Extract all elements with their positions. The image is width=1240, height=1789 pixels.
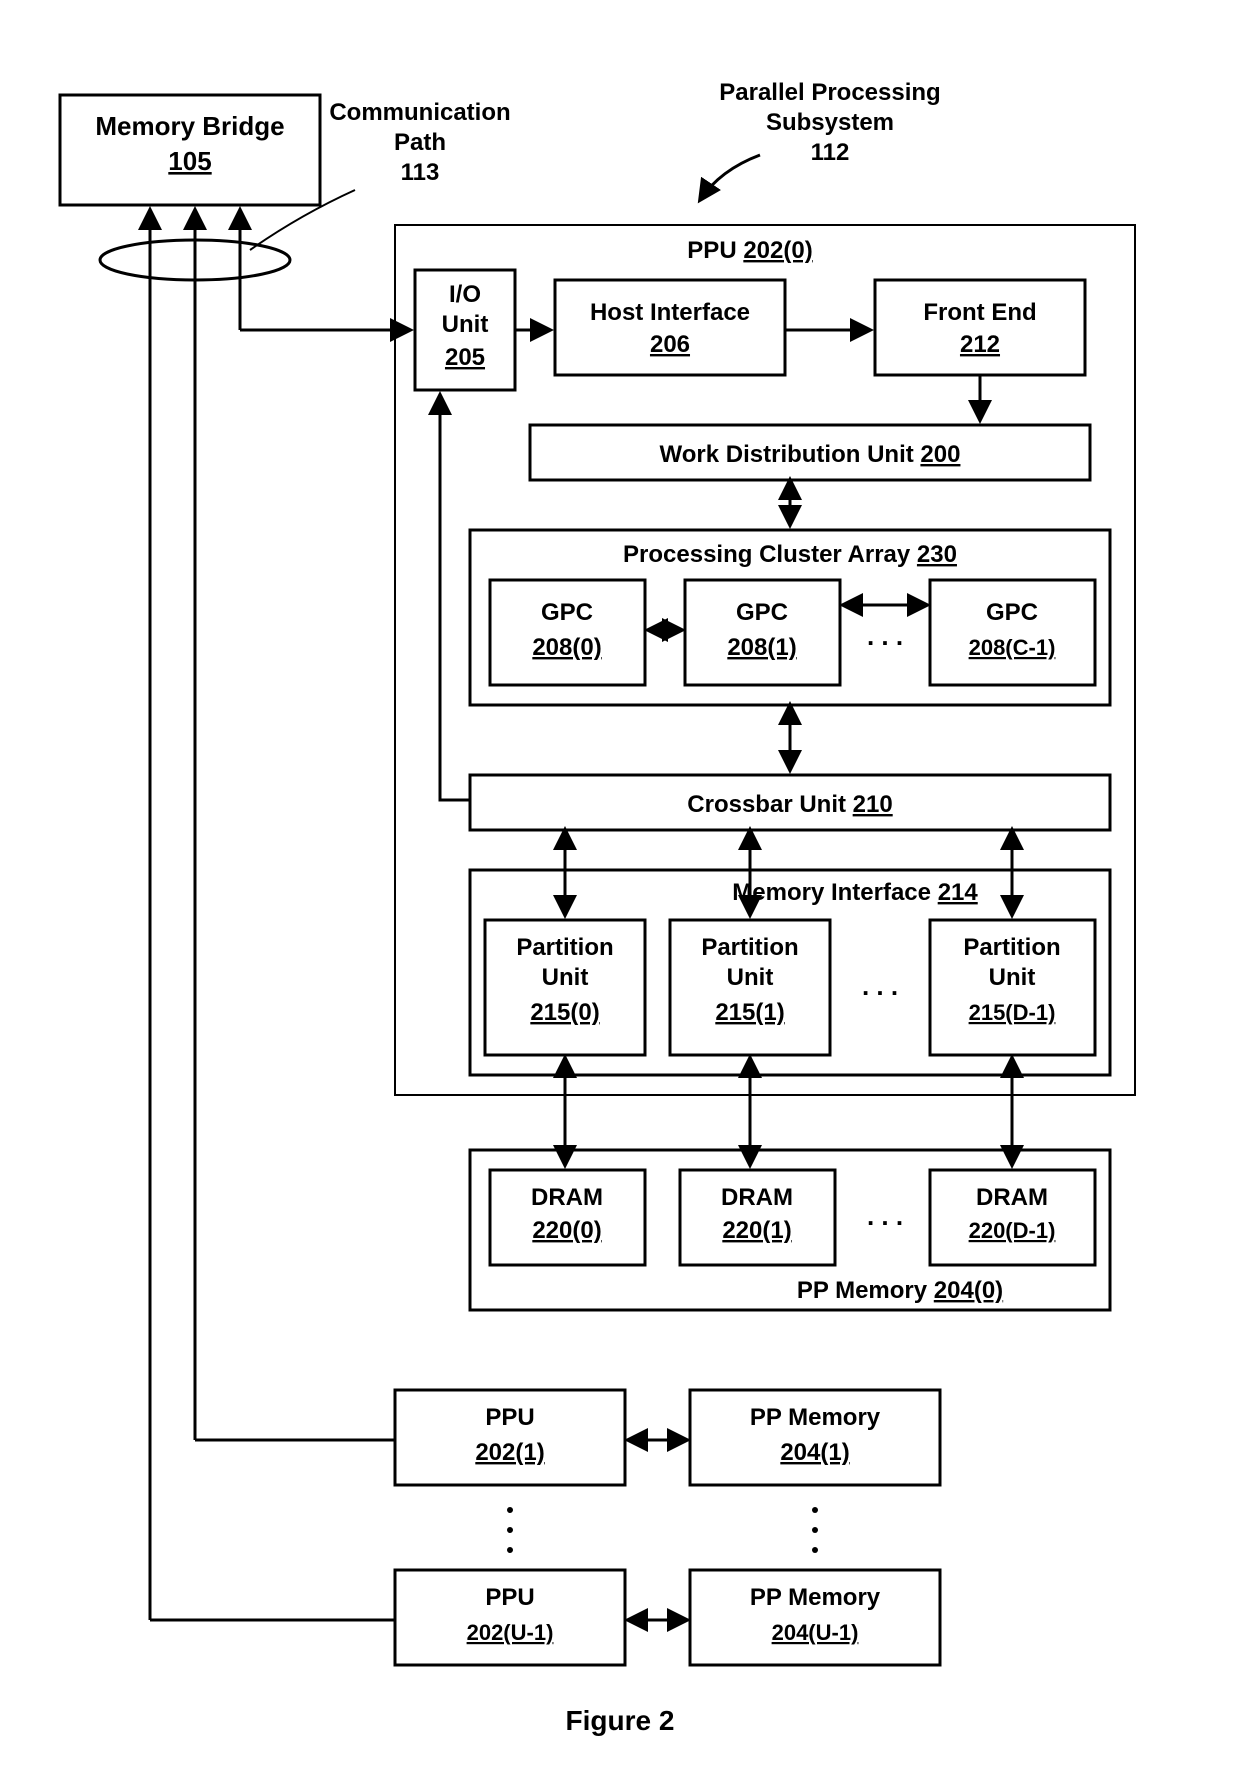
ppuU-ref: 202(U-1)	[467, 1620, 554, 1645]
gpc0-ref: 208(0)	[532, 634, 601, 661]
io-unit-l2: Unit	[442, 311, 489, 338]
ppmem1-ref: 204(1)	[780, 1439, 849, 1466]
dram1-ref: 220(1)	[722, 1217, 791, 1244]
host-interface-block: Host Interface 206	[555, 280, 785, 375]
gpc-dots: . . .	[867, 621, 903, 651]
dram0-ref: 220(0)	[532, 1217, 601, 1244]
io-unit-ref: 205	[445, 344, 485, 371]
io-unit-l1: I/O	[449, 281, 481, 308]
ppmemU-label: PP Memory	[750, 1584, 881, 1611]
partD-l2: Unit	[989, 964, 1036, 991]
ppuU-label: PPU	[485, 1584, 534, 1611]
part0-ref: 215(0)	[530, 999, 599, 1026]
gpc1-ref: 208(1)	[727, 634, 796, 661]
pca-text: Processing Cluster Array 230	[623, 541, 957, 568]
part-dots: . . .	[862, 971, 898, 1001]
crossbar-block: Crossbar Unit 210	[470, 775, 1110, 830]
part1-l2: Unit	[727, 964, 774, 991]
wdu-block: Work Distribution Unit 200	[530, 425, 1090, 480]
part0-l1: Partition	[516, 934, 613, 961]
front-end-block: Front End 212	[875, 280, 1085, 375]
comm-path-label2: Path	[394, 129, 446, 156]
part1-l1: Partition	[701, 934, 798, 961]
io-unit-block: I/O Unit 205	[415, 270, 515, 390]
front-end-ref: 212	[960, 331, 1000, 358]
dramD-label: DRAM	[976, 1184, 1048, 1211]
ppuU-row: PPU 202(U-1) PP Memory 204(U-1)	[395, 1570, 940, 1665]
subsystem-label1: Parallel Processing	[719, 79, 940, 106]
host-if-label: Host Interface	[590, 299, 750, 326]
figure-caption: Figure 2	[566, 1705, 675, 1736]
gpcC-label: GPC	[986, 599, 1038, 626]
memory-bridge-label: Memory Bridge	[95, 111, 284, 141]
gpcC-ref: 208(C-1)	[969, 635, 1056, 660]
ppu-vdots	[507, 1507, 818, 1553]
gpc0-label: GPC	[541, 599, 593, 626]
ppu1-row: PPU 202(1) PP Memory 204(1)	[395, 1390, 940, 1485]
subsystem-ref: 112	[811, 139, 850, 166]
subsystem-label-group: Parallel Processing Subsystem 112	[700, 79, 941, 200]
ppu0-label: PPU 202(0)	[687, 237, 812, 264]
dram-dots: . . .	[867, 1201, 903, 1231]
dram1-label: DRAM	[721, 1184, 793, 1211]
ppu1-label: PPU	[485, 1404, 534, 1431]
ppmem1-label: PP Memory	[750, 1404, 881, 1431]
comm-path-label1: Communication	[329, 99, 510, 126]
pca-block: Processing Cluster Array 230 GPC 208(0) …	[470, 530, 1110, 705]
comm-path-ref: 113	[401, 159, 440, 186]
host-if-ref: 206	[650, 331, 690, 358]
partD-l1: Partition	[963, 934, 1060, 961]
dramD-ref: 220(D-1)	[969, 1218, 1056, 1243]
front-end-label: Front End	[923, 299, 1036, 326]
mem-if-text: Memory Interface 214	[732, 879, 978, 906]
ppmemU-ref: 204(U-1)	[772, 1620, 859, 1645]
subsystem-label2: Subsystem	[766, 109, 894, 136]
memory-bridge-block: Memory Bridge 105	[60, 95, 320, 205]
part0-l2: Unit	[542, 964, 589, 991]
diagram-svg: Memory Bridge 105 Communication Path 113…	[0, 0, 1240, 1784]
partD-ref: 215(D-1)	[969, 1000, 1056, 1025]
part1-ref: 215(1)	[715, 999, 784, 1026]
gpc1-label: GPC	[736, 599, 788, 626]
ppmem0-text: PP Memory 204(0)	[797, 1277, 1003, 1304]
ppmem0-block: DRAM 220(0) DRAM 220(1) . . . DRAM 220(D…	[470, 1150, 1110, 1310]
crossbar-text: Crossbar Unit 210	[687, 791, 892, 818]
memory-bridge-ref: 105	[168, 146, 211, 176]
ppu1-ref: 202(1)	[475, 1439, 544, 1466]
wdu-text: Work Distribution Unit 200	[660, 441, 961, 468]
dram0-label: DRAM	[531, 1184, 603, 1211]
